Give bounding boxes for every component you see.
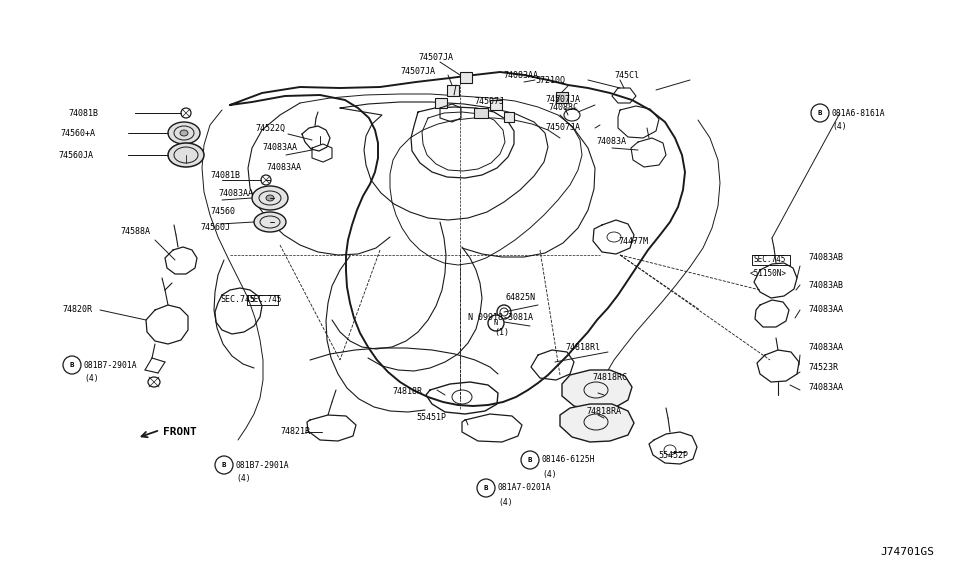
Text: 74507JA: 74507JA bbox=[418, 54, 453, 62]
Text: 55452P: 55452P bbox=[658, 451, 688, 460]
Text: 74818RA: 74818RA bbox=[586, 408, 621, 417]
Polygon shape bbox=[504, 112, 514, 122]
Polygon shape bbox=[490, 100, 502, 110]
Text: 74507JA: 74507JA bbox=[400, 67, 435, 76]
Text: (4): (4) bbox=[542, 470, 557, 478]
Text: 74088C: 74088C bbox=[548, 104, 578, 113]
Ellipse shape bbox=[180, 130, 188, 136]
Ellipse shape bbox=[168, 122, 200, 144]
Text: B: B bbox=[222, 462, 226, 468]
Text: 74083AA: 74083AA bbox=[503, 71, 538, 79]
Text: 74588A: 74588A bbox=[120, 228, 150, 237]
Text: 74818Rl: 74818Rl bbox=[565, 344, 600, 353]
Circle shape bbox=[811, 104, 829, 122]
Text: (4): (4) bbox=[498, 498, 513, 507]
Text: 74818R: 74818R bbox=[392, 388, 422, 397]
Text: 74818RC: 74818RC bbox=[592, 374, 627, 383]
Ellipse shape bbox=[266, 195, 274, 201]
Text: B: B bbox=[70, 362, 74, 368]
Text: 74083AA: 74083AA bbox=[266, 164, 301, 173]
Text: (1): (1) bbox=[494, 328, 509, 337]
Polygon shape bbox=[435, 98, 447, 108]
Text: 081A7-0201A: 081A7-0201A bbox=[498, 483, 552, 492]
Text: 081B7-2901A: 081B7-2901A bbox=[84, 361, 137, 370]
Text: 74507JA: 74507JA bbox=[545, 96, 580, 105]
Text: SEC.745: SEC.745 bbox=[249, 295, 282, 305]
Text: 74507JA: 74507JA bbox=[545, 123, 580, 132]
Text: <51150N>: <51150N> bbox=[750, 268, 787, 277]
Circle shape bbox=[215, 456, 233, 474]
Text: J74701GS: J74701GS bbox=[880, 547, 934, 557]
Text: SEC.745: SEC.745 bbox=[754, 255, 787, 264]
Text: FRONT: FRONT bbox=[163, 427, 197, 437]
Ellipse shape bbox=[252, 186, 288, 210]
Text: 74081B: 74081B bbox=[68, 109, 98, 118]
Text: 74083AA: 74083AA bbox=[262, 144, 297, 152]
Text: 74507J: 74507J bbox=[474, 97, 504, 106]
Text: 74821R: 74821R bbox=[280, 427, 310, 436]
Text: B: B bbox=[484, 485, 488, 491]
Ellipse shape bbox=[168, 143, 204, 167]
Text: (4): (4) bbox=[84, 375, 98, 384]
Circle shape bbox=[477, 479, 495, 497]
Text: SEC.745: SEC.745 bbox=[220, 295, 255, 305]
Text: 74560: 74560 bbox=[210, 208, 235, 217]
Circle shape bbox=[521, 451, 539, 469]
Text: 74083A: 74083A bbox=[596, 138, 626, 147]
Text: (4): (4) bbox=[236, 474, 251, 483]
Text: 74560J: 74560J bbox=[200, 224, 230, 233]
Polygon shape bbox=[474, 108, 488, 118]
Text: 08146-6125H: 08146-6125H bbox=[542, 456, 596, 465]
Text: 74083AB: 74083AB bbox=[808, 254, 843, 263]
Text: 74081B: 74081B bbox=[210, 170, 240, 179]
Text: 74523R: 74523R bbox=[808, 363, 838, 372]
Text: 745Cl: 745Cl bbox=[614, 71, 639, 79]
Text: 081A6-8161A: 081A6-8161A bbox=[832, 109, 885, 118]
Text: 74522Q: 74522Q bbox=[255, 123, 285, 132]
Text: 74083AB: 74083AB bbox=[808, 281, 843, 289]
Polygon shape bbox=[447, 85, 459, 96]
Text: B: B bbox=[818, 110, 822, 116]
Text: N: N bbox=[494, 320, 498, 326]
Circle shape bbox=[63, 356, 81, 374]
Text: N 09918-3081A: N 09918-3081A bbox=[468, 314, 533, 323]
Text: 74083AA: 74083AA bbox=[808, 344, 843, 353]
Polygon shape bbox=[460, 72, 472, 83]
Circle shape bbox=[488, 315, 504, 331]
Text: 74560JA: 74560JA bbox=[58, 151, 93, 160]
Text: 74083AA: 74083AA bbox=[808, 384, 843, 392]
Polygon shape bbox=[562, 370, 632, 410]
Text: 74820R: 74820R bbox=[62, 306, 92, 315]
Text: 081B7-2901A: 081B7-2901A bbox=[236, 461, 290, 470]
Text: (4): (4) bbox=[832, 122, 846, 131]
Polygon shape bbox=[556, 92, 568, 103]
Text: 57210Q: 57210Q bbox=[535, 75, 565, 84]
Text: 74083AA: 74083AA bbox=[218, 190, 253, 199]
Text: 74083AA: 74083AA bbox=[808, 306, 843, 315]
Ellipse shape bbox=[254, 212, 286, 232]
Text: 55451P: 55451P bbox=[416, 414, 446, 422]
Text: 74560+A: 74560+A bbox=[60, 128, 95, 138]
Text: B: B bbox=[527, 457, 532, 463]
Polygon shape bbox=[560, 404, 634, 442]
Text: 64825N: 64825N bbox=[506, 294, 536, 302]
Text: 74477M: 74477M bbox=[618, 238, 648, 247]
